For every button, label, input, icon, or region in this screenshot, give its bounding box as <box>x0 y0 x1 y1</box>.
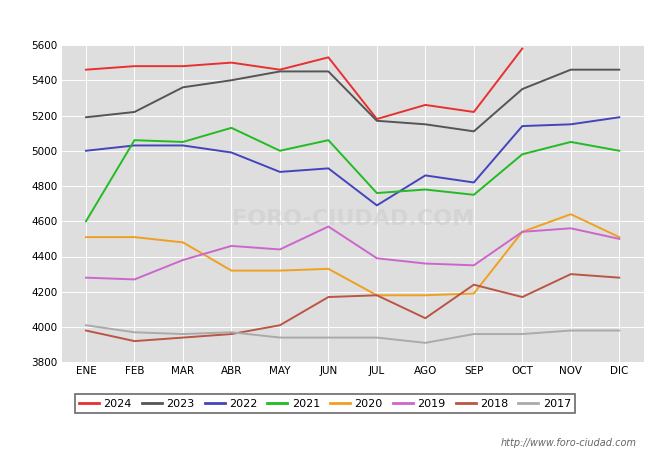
Text: Afiliados en Ajalvir a 30/9/2024: Afiliados en Ajalvir a 30/9/2024 <box>200 11 450 26</box>
Legend: 2024, 2023, 2022, 2021, 2020, 2019, 2018, 2017: 2024, 2023, 2022, 2021, 2020, 2019, 2018… <box>75 395 575 413</box>
Text: FORO-CIUDAD.COM: FORO-CIUDAD.COM <box>231 210 474 230</box>
Text: http://www.foro-ciudad.com: http://www.foro-ciudad.com <box>501 438 637 448</box>
